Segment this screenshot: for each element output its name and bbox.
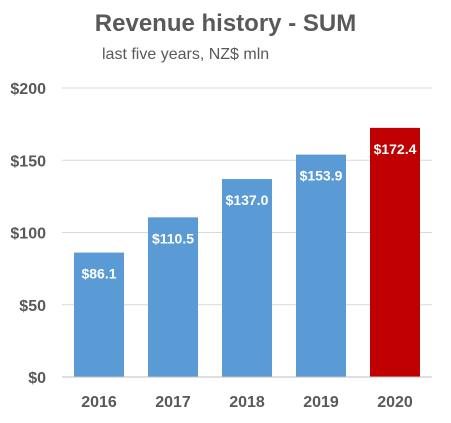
x-tick-label: 2020 bbox=[377, 394, 413, 411]
y-tick-label: $200 bbox=[10, 81, 46, 98]
chart-title: Revenue history - SUM bbox=[94, 10, 357, 37]
x-tick-label: 2016 bbox=[81, 394, 117, 411]
chart-subtitle: last five years, NZ$ mln bbox=[102, 46, 270, 63]
data-label: $172.4 bbox=[374, 141, 417, 157]
x-tick-label: 2017 bbox=[155, 394, 191, 411]
bar bbox=[370, 127, 420, 377]
y-tick-label: $100 bbox=[10, 226, 46, 243]
x-tick-label: 2018 bbox=[229, 394, 265, 411]
data-label: $86.1 bbox=[81, 266, 116, 282]
bar bbox=[222, 179, 272, 377]
data-label: $110.5 bbox=[152, 230, 194, 246]
bar bbox=[296, 154, 346, 377]
y-tick-label: $0 bbox=[28, 370, 46, 387]
bar bbox=[74, 252, 124, 377]
data-label: $153.9 bbox=[300, 168, 343, 184]
y-tick-label: $50 bbox=[19, 298, 46, 315]
x-tick-label: 2019 bbox=[303, 394, 339, 411]
bar bbox=[148, 217, 198, 377]
data-label: $137.0 bbox=[226, 192, 269, 208]
y-tick-label: $150 bbox=[10, 153, 46, 170]
